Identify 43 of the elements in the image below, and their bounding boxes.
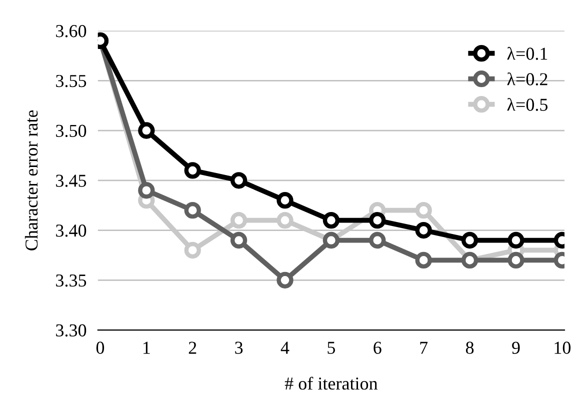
x-tick-label: 9 xyxy=(512,342,520,354)
x-tick-label: 10 xyxy=(554,342,571,354)
x-axis-title: # of iteration xyxy=(284,376,378,390)
legend-label: λ=0.1 xyxy=(507,46,548,60)
point xyxy=(415,202,432,219)
point xyxy=(415,252,432,269)
point xyxy=(461,232,478,249)
point xyxy=(322,212,340,229)
x-tick-label: 2 xyxy=(188,342,196,354)
point xyxy=(138,182,155,199)
point xyxy=(276,192,294,209)
x-tick-label: 4 xyxy=(280,342,290,354)
point xyxy=(230,212,248,229)
y-tick-label: 3.35 xyxy=(56,274,86,287)
y-tick-label: 3.55 xyxy=(56,74,86,88)
legend-label: λ=0.2 xyxy=(507,72,548,86)
y-axis-title: Character error rate xyxy=(24,110,38,250)
y-tick-label: 3.30 xyxy=(56,324,86,337)
point xyxy=(184,202,201,219)
y-tick-label: 3.40 xyxy=(56,224,86,237)
x-tick-label: 3 xyxy=(235,342,243,354)
y-tick-label: 3.50 xyxy=(56,124,86,138)
x-tick-label: 5 xyxy=(328,342,336,354)
point xyxy=(415,222,432,239)
point xyxy=(276,212,294,229)
x-tick-label: 8 xyxy=(466,342,474,354)
y-tick-label: 3.60 xyxy=(56,25,86,38)
point xyxy=(369,212,386,229)
point xyxy=(508,232,524,249)
point xyxy=(138,122,155,139)
x-tick-label: 1 xyxy=(144,342,150,354)
point xyxy=(230,172,248,189)
x-tick-label: 7 xyxy=(420,342,428,354)
x-tick-label: 6 xyxy=(374,342,382,354)
y-tick-label: 3.45 xyxy=(56,174,86,187)
point xyxy=(276,272,294,288)
point xyxy=(184,162,201,179)
legend-label: λ=0.5 xyxy=(507,98,548,111)
point xyxy=(369,232,386,249)
point xyxy=(184,242,201,259)
x-tick-label: 0 xyxy=(96,342,104,354)
point xyxy=(230,232,248,249)
point xyxy=(508,252,524,269)
